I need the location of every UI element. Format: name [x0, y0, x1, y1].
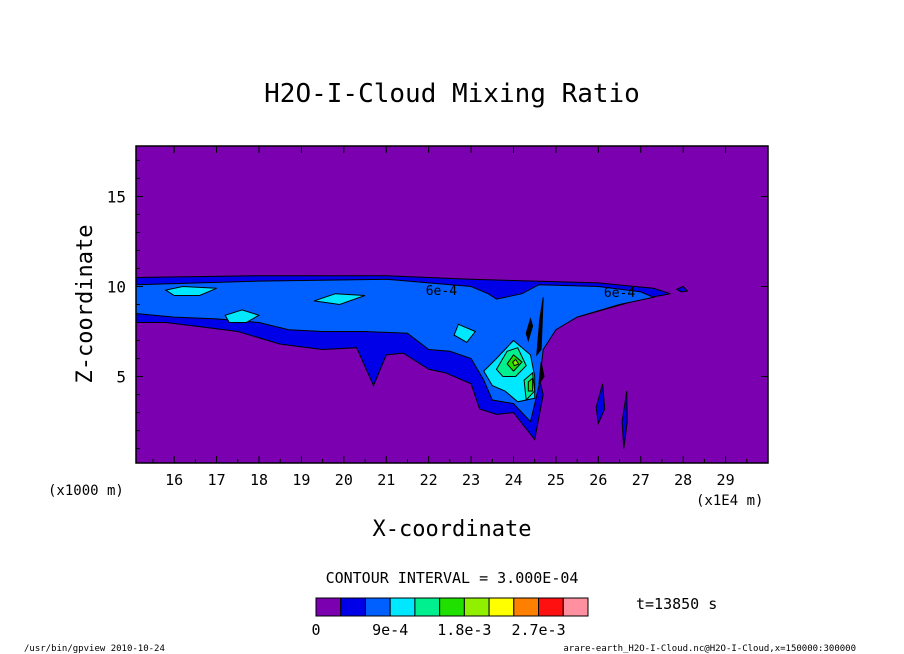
x-tick-label: 27: [632, 471, 650, 489]
contour-regions: [135, 275, 689, 449]
y-axis-ticks: 5 10 15: [107, 159, 768, 450]
x-tick-label: 26: [589, 471, 607, 489]
contour-labels: 6e-4 6e-4: [426, 284, 636, 301]
x-tick-label: 19: [292, 471, 310, 489]
colorbar-swatch: [364, 597, 391, 617]
colorbar-tick-label: 9e-4: [372, 621, 408, 639]
contour-region-level-5: [527, 377, 534, 392]
x-unit-left: (x1000 m): [48, 483, 124, 499]
x-tick-label: 29: [717, 471, 735, 489]
y-tick-label: 10: [107, 277, 126, 296]
plot-area: 6e-4 6e-4 16 17 18 19 20 21 22 23 24 25 26 27 28 29 5 1…: [107, 145, 769, 489]
colorbar-tick-labels: 0 9e-4 1.8e-3 2.7e-3: [311, 621, 565, 639]
x-tick-label: 20: [335, 471, 353, 489]
x-tick-label: 23: [462, 471, 480, 489]
x-tick-label: 28: [674, 471, 692, 489]
contour-region-level-6: [512, 358, 520, 367]
contour-region-level-1: [595, 383, 606, 426]
colorbar-swatch: [340, 597, 366, 617]
time-label: t=13850 s: [636, 595, 717, 613]
colorbar-swatch: [389, 597, 416, 617]
colorbar-swatch: [315, 597, 342, 617]
y-tick-label: 15: [107, 187, 126, 206]
x-tick-label: 21: [377, 471, 395, 489]
contour-label: 6e-4: [604, 286, 635, 301]
contour-label: 6e-4: [426, 284, 457, 299]
contour-interval: CONTOUR INTERVAL = 3.000E-04: [326, 569, 579, 587]
colorbar-swatch: [488, 597, 515, 617]
contour-streak: [536, 297, 544, 357]
x-tick-label: 18: [250, 471, 268, 489]
contour-region-level-3: [453, 323, 477, 343]
contour-region-level-3: [224, 309, 261, 323]
x-unit-right: (x1E4 m): [696, 493, 763, 509]
contour-streaks: [525, 297, 545, 385]
contour-region-level-1: [621, 390, 628, 449]
contour-region-level-3: [164, 285, 217, 296]
colorbar-swatch: [562, 597, 589, 617]
colorbar: [315, 597, 589, 617]
colorbar-swatch: [439, 597, 465, 617]
chart-title: H2O-I-Cloud Mixing Ratio: [264, 79, 640, 109]
colorbar-swatch: [538, 597, 564, 617]
x-tick-label: 24: [504, 471, 522, 489]
y-axis-label: Z-coordinate: [73, 225, 98, 384]
colorbar-swatch: [414, 597, 441, 617]
colorbar-tick-label: 2.7e-3: [511, 621, 565, 639]
contour-region-level-3: [313, 293, 366, 306]
footer-right: arare-earth_H2O-I-Cloud.nc@H2O-I-Cloud,x…: [563, 644, 856, 654]
x-tick-label: 17: [208, 471, 226, 489]
footer-left: /usr/bin/gpview 2010-10-24: [24, 644, 165, 654]
x-tick-label: 25: [547, 471, 565, 489]
contour-region-level-1: [675, 285, 689, 293]
x-axis-ticks: 16 17 18 19 20 21 22 23 24 25 26 27 28 29: [152, 146, 748, 489]
contour-streak: [525, 317, 534, 343]
colorbar-swatch: [513, 597, 540, 617]
y-tick-label: 5: [116, 368, 126, 387]
contour-streak: [538, 362, 545, 385]
colorbar-tick-label: 0: [311, 621, 320, 639]
x-axis-label: X-coordinate: [373, 517, 532, 542]
x-tick-label: 16: [165, 471, 183, 489]
x-tick-label: 22: [420, 471, 438, 489]
colorbar-swatch: [463, 597, 490, 617]
colorbar-tick-label: 1.8e-3: [437, 621, 491, 639]
